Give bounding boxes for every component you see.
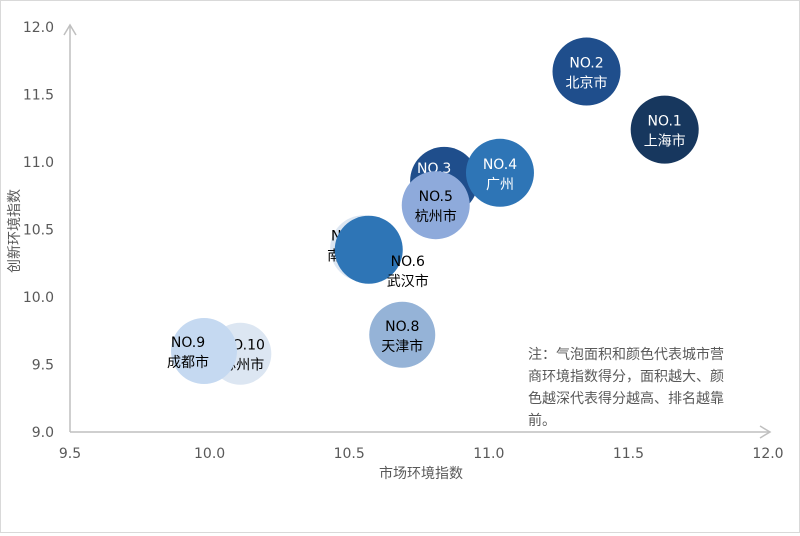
bubble-city-label: 杭州市 bbox=[415, 208, 457, 225]
y-tick-label: 10.5 bbox=[23, 223, 54, 239]
bubbles: NO.10苏州市NO.9成都市NO.8天津市NO.7南京市NO.6武汉市NO.3… bbox=[167, 37, 699, 385]
y-tick-label: 10.0 bbox=[23, 290, 54, 306]
bubble-circle bbox=[552, 37, 621, 106]
bubble-city-label: 上海市 bbox=[644, 133, 686, 150]
y-tick-label: 11.5 bbox=[23, 88, 54, 104]
x-tick-label: 9.5 bbox=[59, 446, 81, 462]
y-tick-label: 9.5 bbox=[32, 358, 54, 374]
x-tick-label: 12.0 bbox=[752, 446, 783, 462]
bubble-circle bbox=[465, 138, 534, 207]
bubble: NO.4 广州 bbox=[465, 138, 534, 207]
x-tick-label: 10.0 bbox=[194, 446, 225, 462]
bubble-rank-label: NO.4 bbox=[483, 157, 517, 173]
note-line: 商环境指数得分，面积越大、颜 bbox=[528, 368, 724, 385]
note-line: 注：气泡面积和颜色代表城市营 bbox=[528, 346, 724, 363]
bubble: NO.5 杭州市 bbox=[401, 171, 470, 240]
bubble: NO.2 北京市 bbox=[552, 37, 621, 106]
x-axis-title: 市场环境指数 bbox=[379, 465, 463, 482]
y-tick-label: 12.0 bbox=[23, 20, 54, 36]
bubble-rank-label: NO.2 bbox=[569, 56, 603, 72]
y-tick-label: 9.0 bbox=[32, 425, 54, 441]
x-tick-label: 11.5 bbox=[613, 446, 644, 462]
bubble: NO.9 成都市 bbox=[167, 318, 238, 384]
note-line: 色越深代表得分越高、排名越靠 bbox=[528, 390, 724, 407]
bubble: NO.8 天津市 bbox=[369, 301, 436, 368]
x-tick-label: 11.0 bbox=[473, 446, 504, 462]
bubble-city-label: 北京市 bbox=[566, 75, 608, 92]
bubble-city-label: 武汉市 bbox=[387, 273, 429, 290]
bubble-rank-label: NO.9 bbox=[171, 335, 205, 351]
axes: 9.5 10.0 10.5 11.0 11.5 12.0 9.0 9.5 10.0 10.5 11.… bbox=[23, 20, 784, 462]
x-axis-arrow-icon bbox=[759, 425, 772, 439]
chart-note: 注：气泡面积和颜色代表城市营商环境指数得分，面积越大、颜色越深代表得分越高、排名… bbox=[528, 346, 724, 429]
bubble-rank-label: NO.5 bbox=[419, 189, 453, 205]
bubble-rank-label: NO.8 bbox=[385, 319, 419, 335]
bubble-circle bbox=[334, 215, 403, 284]
bubble-rank-label: NO.6 bbox=[391, 254, 425, 270]
bubble-city-label: 成都市 bbox=[167, 354, 209, 371]
bubble-circle bbox=[401, 171, 470, 240]
bubble-circle bbox=[369, 301, 436, 368]
bubble-city-label: 天津市 bbox=[381, 338, 423, 355]
bubble-circle bbox=[171, 318, 238, 384]
x-tick-label: 10.5 bbox=[334, 446, 365, 462]
y-axis-title: 创新环境指数 bbox=[7, 189, 23, 273]
y-axis-arrow-icon bbox=[63, 23, 77, 36]
bubble: NO.1 上海市 bbox=[630, 95, 699, 164]
note-line: 前。 bbox=[528, 412, 556, 429]
bubble-rank-label: NO.1 bbox=[648, 114, 682, 130]
bubble-city-label: 广州 bbox=[486, 177, 514, 193]
bubble: NO.6 武汉市 bbox=[334, 215, 429, 290]
bubble-circle bbox=[630, 95, 699, 164]
y-tick-label: 11.0 bbox=[23, 155, 54, 171]
